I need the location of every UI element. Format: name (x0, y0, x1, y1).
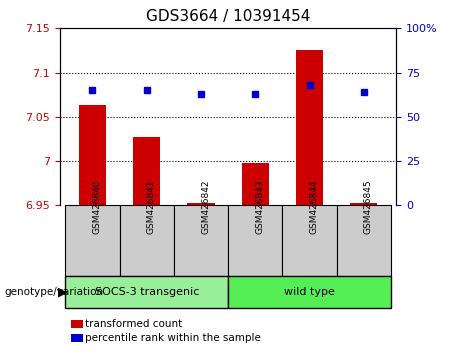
Bar (228, 205, 283, 276)
Bar (188, 202, 215, 205)
Text: genotype/variation: genotype/variation (5, 287, 104, 297)
Bar (337, 205, 391, 276)
Bar (174, 205, 228, 276)
Bar (120, 205, 174, 276)
Bar (65, 276, 228, 308)
Bar (133, 137, 160, 205)
Bar (79, 105, 106, 205)
Bar (228, 276, 391, 308)
Text: GSM426843: GSM426843 (255, 179, 264, 234)
Bar (350, 202, 378, 205)
Text: GSM426845: GSM426845 (364, 179, 373, 234)
Title: GDS3664 / 10391454: GDS3664 / 10391454 (146, 9, 310, 24)
Text: transformed count: transformed count (85, 319, 183, 329)
Bar (296, 51, 323, 205)
Text: ▶: ▶ (58, 286, 67, 298)
Text: wild type: wild type (284, 287, 335, 297)
Text: GSM426840: GSM426840 (93, 179, 101, 234)
Text: percentile rank within the sample: percentile rank within the sample (85, 333, 261, 343)
Text: GSM426842: GSM426842 (201, 179, 210, 234)
Text: SOCS-3 transgenic: SOCS-3 transgenic (95, 287, 199, 297)
Bar (242, 163, 269, 205)
Bar (65, 205, 120, 276)
Text: GSM426844: GSM426844 (310, 179, 319, 234)
Bar (283, 205, 337, 276)
Text: GSM426841: GSM426841 (147, 179, 156, 234)
